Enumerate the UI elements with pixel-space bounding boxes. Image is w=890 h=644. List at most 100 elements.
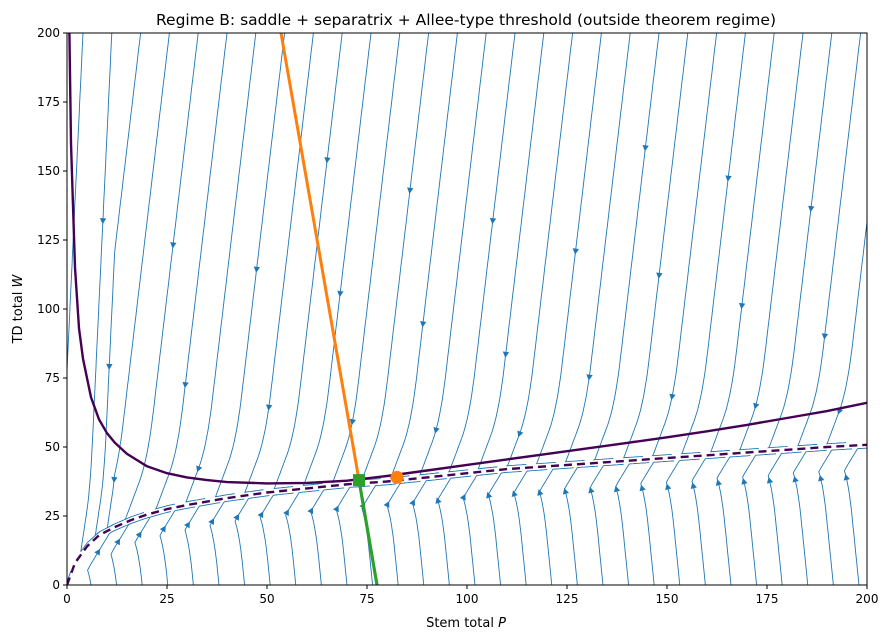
streamline-arrow (656, 272, 663, 279)
streamline (487, 470, 522, 585)
streamline (244, 33, 314, 493)
streamline-arrow (808, 205, 815, 213)
streamline-arrow (502, 351, 510, 358)
streamline-arrow (562, 487, 569, 495)
streamline (738, 33, 804, 451)
streamline (360, 33, 430, 481)
streamline (80, 33, 113, 552)
streamline-arrow (337, 290, 344, 298)
y-tick-label: 0 (52, 578, 60, 592)
streamline (513, 469, 548, 585)
streamline (564, 465, 599, 585)
streamline-arrow (435, 497, 442, 504)
streamline (110, 516, 150, 585)
streamline (159, 506, 196, 585)
streamline-arrow (818, 474, 825, 482)
streamline (843, 447, 867, 585)
streamline-arrow (843, 474, 850, 481)
streamline-arrow (233, 513, 240, 521)
streamline-arrow (738, 302, 746, 310)
streamline-arrow (613, 485, 621, 493)
streamline-arrow (588, 486, 595, 494)
y-axis-label: TD total W (11, 273, 26, 344)
streamline (564, 33, 631, 463)
streamline-arrow (307, 507, 314, 515)
separatrix-upper-branch (279, 33, 361, 481)
x-tick-label: 50 (259, 592, 274, 606)
streamline-arrow (349, 418, 356, 426)
streamline-arrow (383, 501, 390, 508)
streamline (331, 33, 401, 483)
streamline (259, 492, 294, 585)
streamline-arrow (725, 175, 732, 182)
streamline (681, 33, 746, 455)
streamline (234, 495, 270, 585)
streamline-arrow (266, 404, 273, 411)
streamline (691, 456, 726, 585)
streamline-arrow (208, 518, 215, 526)
y-axis-label-text: TD total (11, 292, 26, 345)
streamline-arrow (114, 538, 121, 546)
streamline (651, 33, 718, 457)
streamline-arrow (135, 531, 142, 539)
x-tick-label: 200 (856, 592, 879, 606)
streamline-arrow (821, 333, 829, 340)
streamline-arrow (170, 242, 177, 249)
streamline (825, 218, 867, 445)
x-tick-label: 0 (63, 592, 71, 606)
streamline-arrow (517, 430, 524, 438)
streamline-arrow (106, 363, 113, 370)
streamline (273, 33, 343, 489)
streamline (67, 33, 84, 581)
streamline (214, 33, 286, 498)
streamline (412, 478, 447, 585)
streamline (310, 487, 345, 585)
streamline-arrow (715, 479, 722, 486)
streamline-arrow (99, 218, 107, 225)
streamline (716, 455, 751, 585)
streamline (154, 33, 228, 510)
streamline-arrow (182, 381, 189, 389)
streamline (742, 453, 777, 585)
streamline (209, 498, 245, 585)
streamline-arrow (257, 511, 264, 519)
streamline-arrow (690, 482, 697, 489)
streamline-arrow (766, 477, 774, 484)
streamline (419, 33, 487, 476)
streamline (447, 33, 516, 473)
streamline-arrow (489, 217, 497, 225)
x-axis-ticks: 0 25 50 75 100 125 150 175 200 (63, 585, 878, 606)
y-tick-label: 100 (37, 302, 60, 316)
streamlines (67, 33, 867, 585)
y-tick-label: 125 (37, 233, 60, 247)
streamline (665, 458, 700, 585)
streamline-arrow (586, 374, 593, 381)
streamline (477, 33, 545, 470)
streamline-arrow (159, 525, 166, 533)
streamline-arrow (537, 489, 544, 496)
nullcline-curve (68, 33, 867, 485)
streamline-arrow (420, 321, 427, 328)
streamline (539, 467, 574, 585)
streamline-arrow (196, 465, 203, 473)
streamline-arrow (433, 427, 440, 434)
streamline (623, 33, 689, 459)
y-tick-label: 200 (37, 26, 60, 40)
streamline-arrow (324, 157, 331, 164)
streamline-arrow (572, 248, 580, 255)
streamline-arrow (332, 505, 339, 513)
x-tick-label: 75 (359, 592, 374, 606)
streamline-arrow (642, 145, 649, 152)
x-tick-label: 125 (556, 592, 579, 606)
streamline (106, 33, 170, 529)
streamline (615, 462, 650, 585)
streamline-arrow (753, 402, 760, 410)
equilibrium-markers (353, 470, 404, 487)
separatrix-lower-branch (357, 479, 379, 585)
streamline-arrow (665, 483, 672, 491)
streamline (792, 449, 827, 585)
streamline (185, 33, 257, 503)
curves (67, 33, 867, 585)
streamline (389, 33, 458, 479)
